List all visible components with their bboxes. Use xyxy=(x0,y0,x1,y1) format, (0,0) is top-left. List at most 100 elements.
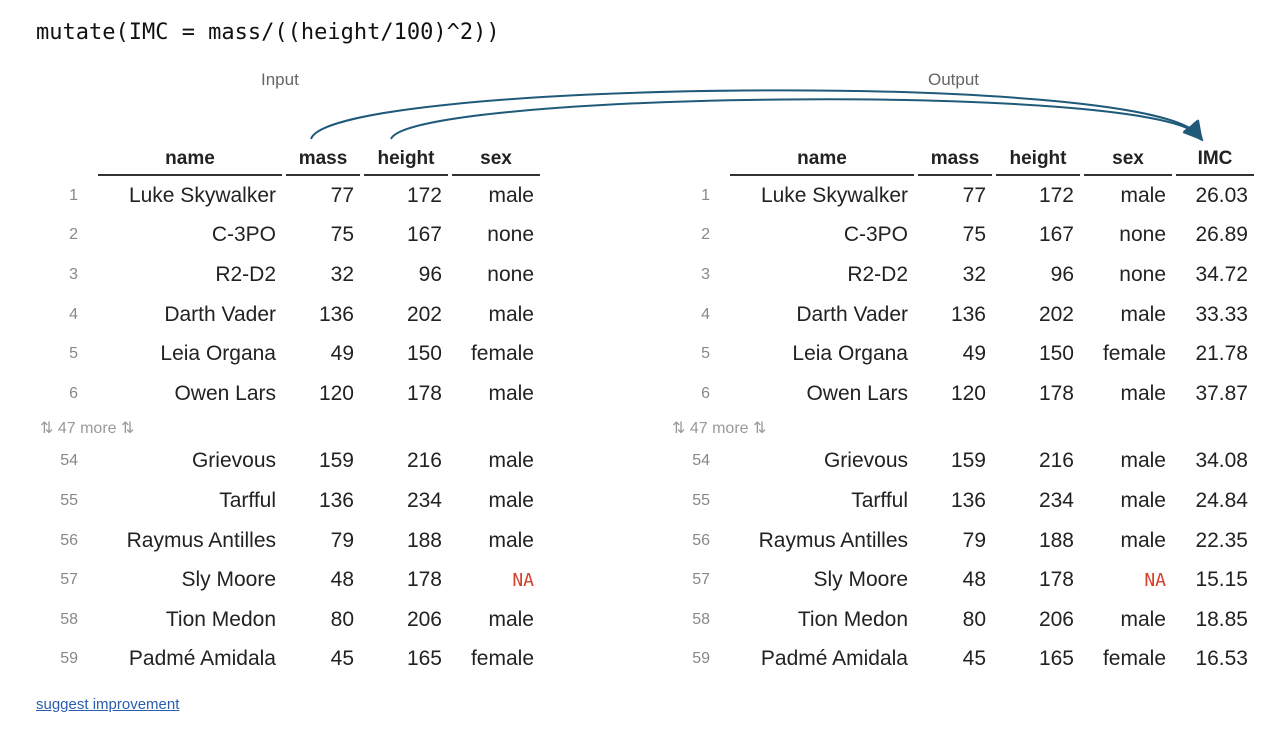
cell-imc: 22.35 xyxy=(1195,528,1248,552)
table-row: 4 Darth Vader 136 202 male xyxy=(40,295,540,335)
cell-height: 150 xyxy=(1038,342,1074,366)
cell-sex: female xyxy=(1102,342,1166,366)
row-number: 59 xyxy=(60,650,78,668)
table-row: 58 Tion Medon 80 206 male 18.85 xyxy=(672,600,1254,640)
row-number: 5 xyxy=(701,345,710,363)
table-row: 59 Padmé Amidala 45 165 female 16.53 xyxy=(672,640,1254,680)
table-row: 55 Tarfful 136 234 male 24.84 xyxy=(672,481,1254,521)
row-number: 58 xyxy=(692,610,710,628)
cell-mass: 75 xyxy=(962,223,986,247)
cell-mass: 159 xyxy=(950,449,986,473)
cell-imc: 26.89 xyxy=(1195,223,1248,247)
cell-name: Luke Skywalker xyxy=(128,183,276,207)
cell-sex: male xyxy=(488,183,534,207)
row-number: 4 xyxy=(69,305,78,323)
row-number-header xyxy=(40,143,94,176)
cell-sex: none xyxy=(487,262,534,286)
row-number: 1 xyxy=(69,186,78,204)
row-number: 3 xyxy=(69,265,78,283)
cell-name: Tarfful xyxy=(219,488,276,512)
cell-imc: 21.78 xyxy=(1195,342,1248,366)
cell-mass: 48 xyxy=(962,568,986,592)
column-header-height: height xyxy=(996,143,1080,176)
table-row: 59 Padmé Amidala 45 165 female xyxy=(40,640,540,680)
more-rows-indicator: ⇅ 47 more ⇅ xyxy=(672,414,1254,442)
suggest-improvement-link[interactable]: suggest improvement xyxy=(36,696,180,713)
cell-name: Leia Organa xyxy=(160,342,276,366)
cell-mass: 49 xyxy=(330,342,354,366)
cell-imc: 33.33 xyxy=(1195,302,1248,326)
table-row: 1 Luke Skywalker 77 172 male xyxy=(40,176,540,216)
output-label: Output xyxy=(928,70,980,89)
column-header-sex: sex xyxy=(1084,143,1172,176)
cell-imc: 34.72 xyxy=(1195,262,1248,286)
cell-height: 178 xyxy=(406,568,442,592)
cell-sex: male xyxy=(1120,488,1166,512)
cell-name: Grievous xyxy=(191,449,276,473)
row-number: 1 xyxy=(701,186,710,204)
cell-sex: NA xyxy=(512,569,534,591)
row-number: 4 xyxy=(701,305,710,323)
cell-sex: male xyxy=(488,528,534,552)
table-row: 54 Grievous 159 216 male xyxy=(40,442,540,482)
cell-name: Leia Organa xyxy=(792,342,908,366)
table-row: 1 Luke Skywalker 77 172 male 26.03 xyxy=(672,176,1254,216)
row-number: 54 xyxy=(60,452,78,470)
table-row: 58 Tion Medon 80 206 male xyxy=(40,600,540,640)
arrow-height-to-imc xyxy=(390,98,1204,141)
input-table: name mass height sex 1 Luke Skywalker 77 17… xyxy=(36,143,544,679)
cell-mass: 136 xyxy=(318,488,354,512)
row-number: 55 xyxy=(692,491,710,509)
more-rows-indicator: ⇅ 47 more ⇅ xyxy=(40,414,540,442)
table-row: 3 R2-D2 32 96 none xyxy=(40,255,540,295)
table-row: 2 C-3PO 75 167 none 26.89 xyxy=(672,216,1254,256)
table-row: 5 Leia Organa 49 150 female 21.78 xyxy=(672,334,1254,374)
cell-sex: none xyxy=(1119,262,1166,286)
column-header-name: name xyxy=(730,143,914,176)
cell-sex: male xyxy=(488,381,534,405)
cell-mass: 79 xyxy=(962,528,986,552)
cell-mass: 136 xyxy=(950,488,986,512)
row-number: 3 xyxy=(701,265,710,283)
table-row: 56 Raymus Antilles 79 188 male 22.35 xyxy=(672,521,1254,561)
cell-height: 178 xyxy=(406,381,442,405)
cell-height: 234 xyxy=(406,488,442,512)
cell-height: 96 xyxy=(418,262,442,286)
row-number: 57 xyxy=(692,571,710,589)
cell-height: 188 xyxy=(1038,528,1074,552)
cell-mass: 80 xyxy=(330,607,354,631)
cell-sex: none xyxy=(487,223,534,247)
cell-sex: male xyxy=(1120,449,1166,473)
cell-height: 234 xyxy=(1038,488,1074,512)
cell-name: Darth Vader xyxy=(164,302,276,326)
cell-mass: 77 xyxy=(330,183,354,207)
cell-name: Raymus Antilles xyxy=(758,528,908,552)
cell-name: Sly Moore xyxy=(181,568,276,592)
row-number: 2 xyxy=(69,226,78,244)
cell-name: Sly Moore xyxy=(813,568,908,592)
row-number: 55 xyxy=(60,491,78,509)
cell-height: 206 xyxy=(406,607,442,631)
cell-mass: 49 xyxy=(962,342,986,366)
cell-mass: 159 xyxy=(318,449,354,473)
output-table: name mass height sex IMC 1 Luke Skywalker… xyxy=(668,143,1258,679)
code-expression: mutate(IMC = mass/((height/100)^2)) xyxy=(36,20,500,45)
cell-sex: male xyxy=(1120,302,1166,326)
cell-name: Grievous xyxy=(823,449,908,473)
row-number: 56 xyxy=(60,531,78,549)
cell-name: R2-D2 xyxy=(215,262,276,286)
row-number: 57 xyxy=(60,571,78,589)
cell-name: Luke Skywalker xyxy=(760,183,908,207)
cell-sex: female xyxy=(470,342,534,366)
cell-name: Padmé Amidala xyxy=(760,647,908,671)
table-row: 6 Owen Lars 120 178 male 37.87 xyxy=(672,374,1254,414)
cell-imc: 15.15 xyxy=(1195,568,1248,592)
row-number: 6 xyxy=(69,384,78,402)
row-number: 58 xyxy=(60,610,78,628)
cell-height: 96 xyxy=(1050,262,1074,286)
column-header-name: name xyxy=(98,143,282,176)
cell-imc: 18.85 xyxy=(1195,607,1248,631)
cell-mass: 120 xyxy=(950,381,986,405)
row-number: 54 xyxy=(692,452,710,470)
cell-height: 202 xyxy=(1038,302,1074,326)
